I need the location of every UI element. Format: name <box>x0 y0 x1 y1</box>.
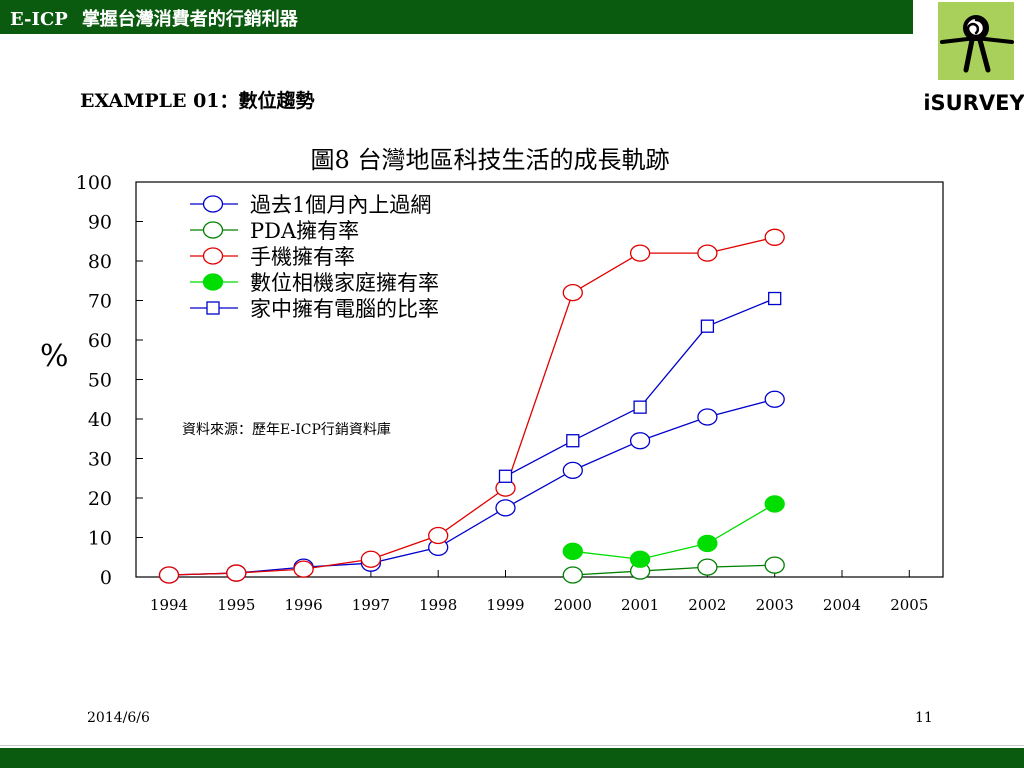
series-line-1 <box>572 564 775 576</box>
data-point-0 <box>697 408 718 426</box>
legend-label: 過去1個月內上過網 <box>250 193 431 217</box>
data-point-1 <box>562 566 583 584</box>
legend-marker <box>202 273 224 291</box>
data-point-2 <box>764 228 785 246</box>
page-number: 11 <box>915 710 933 726</box>
x-tick-label: 1999 <box>486 596 524 614</box>
x-tick-label: 1994 <box>150 596 188 614</box>
footer-bar <box>0 748 1024 768</box>
data-point-4 <box>700 319 715 333</box>
x-tick-label: 2004 <box>823 596 861 614</box>
y-tick-label: 50 <box>88 370 112 392</box>
data-point-2 <box>629 244 651 262</box>
legend-marker <box>206 301 220 315</box>
legend-label: 手機擁有率 <box>250 245 355 269</box>
data-point-4 <box>768 291 782 306</box>
data-point-4 <box>498 469 513 483</box>
data-point-0 <box>629 432 651 450</box>
isurvey-logo: iSURVEY <box>918 0 1024 120</box>
legend-marker <box>202 247 224 265</box>
chart-title: 圖8 台灣地區科技生活的成長軌跡 <box>310 146 670 174</box>
data-point-1 <box>697 558 718 576</box>
data-point-4 <box>566 434 580 448</box>
y-tick-label: 60 <box>88 330 112 352</box>
y-tick-label: 20 <box>88 488 112 510</box>
data-point-2 <box>226 564 247 582</box>
data-point-2 <box>428 526 449 545</box>
x-tick-label: 1998 <box>419 596 457 614</box>
y-tick-label: 40 <box>88 409 112 431</box>
legend-marker <box>202 221 224 239</box>
x-tick-label: 2002 <box>688 596 726 614</box>
data-point-2 <box>293 560 314 578</box>
data-point-3 <box>764 495 785 513</box>
y-tick-label: 0 <box>100 567 112 589</box>
y-tick-label: 70 <box>88 291 112 313</box>
y-tick-label: 90 <box>88 212 112 234</box>
y-tick-label: 80 <box>88 251 112 273</box>
data-point-3 <box>629 550 651 568</box>
series-line-2 <box>168 236 775 576</box>
y-tick-label: 30 <box>88 449 112 471</box>
y-axis-label: % <box>40 339 69 374</box>
data-point-0 <box>562 461 583 480</box>
x-tick-label: 1995 <box>217 596 255 614</box>
data-point-1 <box>764 556 785 574</box>
footer-date: 2014/6/6 <box>87 710 150 726</box>
data-point-2 <box>697 244 718 262</box>
data-point-2 <box>158 566 180 584</box>
header-text: E-ICP 掌握台灣消費者的行銷利器 <box>10 5 298 31</box>
source-annotation: 資料來源：歷年E-ICP行銷資料庫 <box>182 421 391 438</box>
header-brand: E-ICP <box>10 9 68 30</box>
footer-divider <box>0 745 1024 746</box>
data-point-3 <box>697 534 718 553</box>
data-point-0 <box>764 390 785 408</box>
x-tick-label: 1996 <box>285 596 323 614</box>
legend-label: PDA擁有率 <box>250 219 359 243</box>
x-tick-label: 2001 <box>621 596 659 614</box>
legend-label: 家中擁有電腦的比率 <box>250 297 439 321</box>
x-tick-label: 2003 <box>756 596 794 614</box>
series-line-3 <box>572 503 776 560</box>
data-point-2 <box>360 550 382 568</box>
header-tagline: 掌握台灣消費者的行銷利器 <box>81 9 298 30</box>
legend-label: 數位相機家庭擁有率 <box>250 271 439 295</box>
example-label: EXAMPLE 01：數位趨勢 <box>80 90 315 112</box>
y-tick-label: 100 <box>76 172 112 194</box>
header-bar: E-ICP 掌握台灣消費者的行銷利器 <box>0 0 913 34</box>
logo-text: iSURVEY <box>923 91 1024 115</box>
series-line-0 <box>168 398 775 576</box>
data-point-3 <box>562 542 583 560</box>
data-point-0 <box>495 499 516 517</box>
y-tick-label: 10 <box>88 528 112 550</box>
x-tick-label: 2005 <box>890 596 928 614</box>
legend-marker <box>202 195 224 213</box>
eye-spiral-icon: iSURVEY <box>923 2 1024 115</box>
data-point-2 <box>562 283 583 302</box>
series-line-4 <box>505 297 775 477</box>
x-tick-label: 2000 <box>554 596 592 614</box>
data-point-4 <box>633 400 647 414</box>
x-tick-label: 1997 <box>352 596 390 614</box>
